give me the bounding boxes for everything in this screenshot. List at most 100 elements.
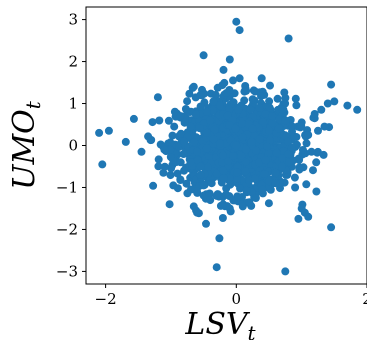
data-point [218, 81, 227, 90]
data-point [154, 155, 163, 164]
data-point [202, 128, 211, 137]
data-point [302, 180, 311, 189]
data-point [206, 196, 215, 205]
data-point [281, 267, 290, 276]
data-point [202, 107, 211, 116]
data-point [320, 122, 329, 131]
data-point [193, 208, 202, 217]
data-point [154, 162, 163, 171]
data-point [164, 116, 173, 125]
data-point [193, 187, 202, 196]
data-point [209, 97, 218, 106]
data-point [265, 177, 273, 186]
data-point [224, 157, 233, 166]
data-point [235, 74, 244, 83]
data-point [258, 185, 267, 194]
data-point [236, 184, 245, 193]
data-point [247, 137, 256, 146]
data-point [297, 122, 306, 130]
data-point [219, 151, 227, 160]
data-point [353, 105, 362, 114]
data-point [294, 214, 303, 223]
data-point [189, 202, 198, 211]
y-tick-label: −2 [56, 220, 78, 238]
data-point [238, 202, 247, 211]
data-point [149, 181, 158, 190]
data-point [330, 97, 339, 106]
data-point [242, 145, 251, 154]
data-point [287, 143, 296, 152]
data-point [166, 153, 175, 161]
data-point [166, 171, 175, 180]
data-point [196, 102, 205, 111]
x-tick-label: 2 [362, 290, 367, 308]
data-point [323, 99, 332, 108]
data-point [285, 158, 294, 167]
data-point [232, 174, 241, 183]
data-point [304, 131, 313, 139]
data-point [235, 26, 244, 35]
data-point [312, 158, 321, 167]
data-point [264, 199, 273, 208]
data-point [187, 185, 195, 194]
data-point [266, 81, 274, 90]
data-point [95, 128, 104, 137]
data-point [166, 138, 175, 147]
data-point [216, 101, 224, 110]
data-point [232, 141, 241, 150]
data-point [160, 162, 169, 171]
data-point [211, 90, 220, 99]
data-point [229, 76, 237, 85]
data-point [222, 190, 230, 199]
data-point [317, 105, 326, 114]
data-point [199, 191, 208, 200]
data-point [218, 214, 227, 222]
data-point [291, 183, 300, 192]
data-point [176, 158, 185, 167]
data-point [278, 154, 286, 163]
data-point [225, 121, 234, 130]
data-point [232, 17, 241, 26]
data-point [219, 166, 228, 175]
data-point [168, 131, 177, 140]
data-point [273, 94, 282, 103]
data-point [225, 204, 234, 213]
data-point [181, 105, 190, 113]
data-point [167, 164, 176, 173]
data-point [241, 167, 250, 176]
data-point [190, 138, 199, 147]
data-point [234, 105, 243, 114]
data-point [278, 162, 286, 171]
data-point [309, 166, 317, 175]
data-point [206, 116, 215, 125]
y-tick-label: 1 [68, 95, 78, 113]
y-tick-label: −1 [56, 178, 78, 196]
data-point [290, 173, 299, 182]
data-point [233, 168, 242, 177]
data-point [173, 169, 182, 178]
data-point [189, 82, 198, 91]
data-point [185, 89, 194, 98]
data-point [202, 144, 211, 153]
data-point [252, 146, 260, 155]
data-point [312, 187, 321, 196]
data-point [212, 169, 221, 178]
data-point [176, 112, 185, 121]
data-point [169, 181, 178, 190]
data-point [195, 124, 204, 133]
data-point [205, 189, 214, 198]
y-axis-label: UMOt [7, 100, 45, 190]
data-point [186, 122, 195, 131]
data-point [234, 193, 243, 202]
data-point [170, 122, 179, 131]
data-point [104, 126, 113, 135]
data-point [310, 110, 319, 118]
data-point [166, 145, 175, 154]
data-point [265, 126, 273, 135]
data-point [281, 116, 290, 125]
data-point [251, 194, 260, 202]
x-axis-label: LSVt [184, 307, 256, 340]
data-point [179, 150, 188, 158]
y-tick-label: −3 [56, 262, 78, 280]
data-point [302, 139, 311, 148]
